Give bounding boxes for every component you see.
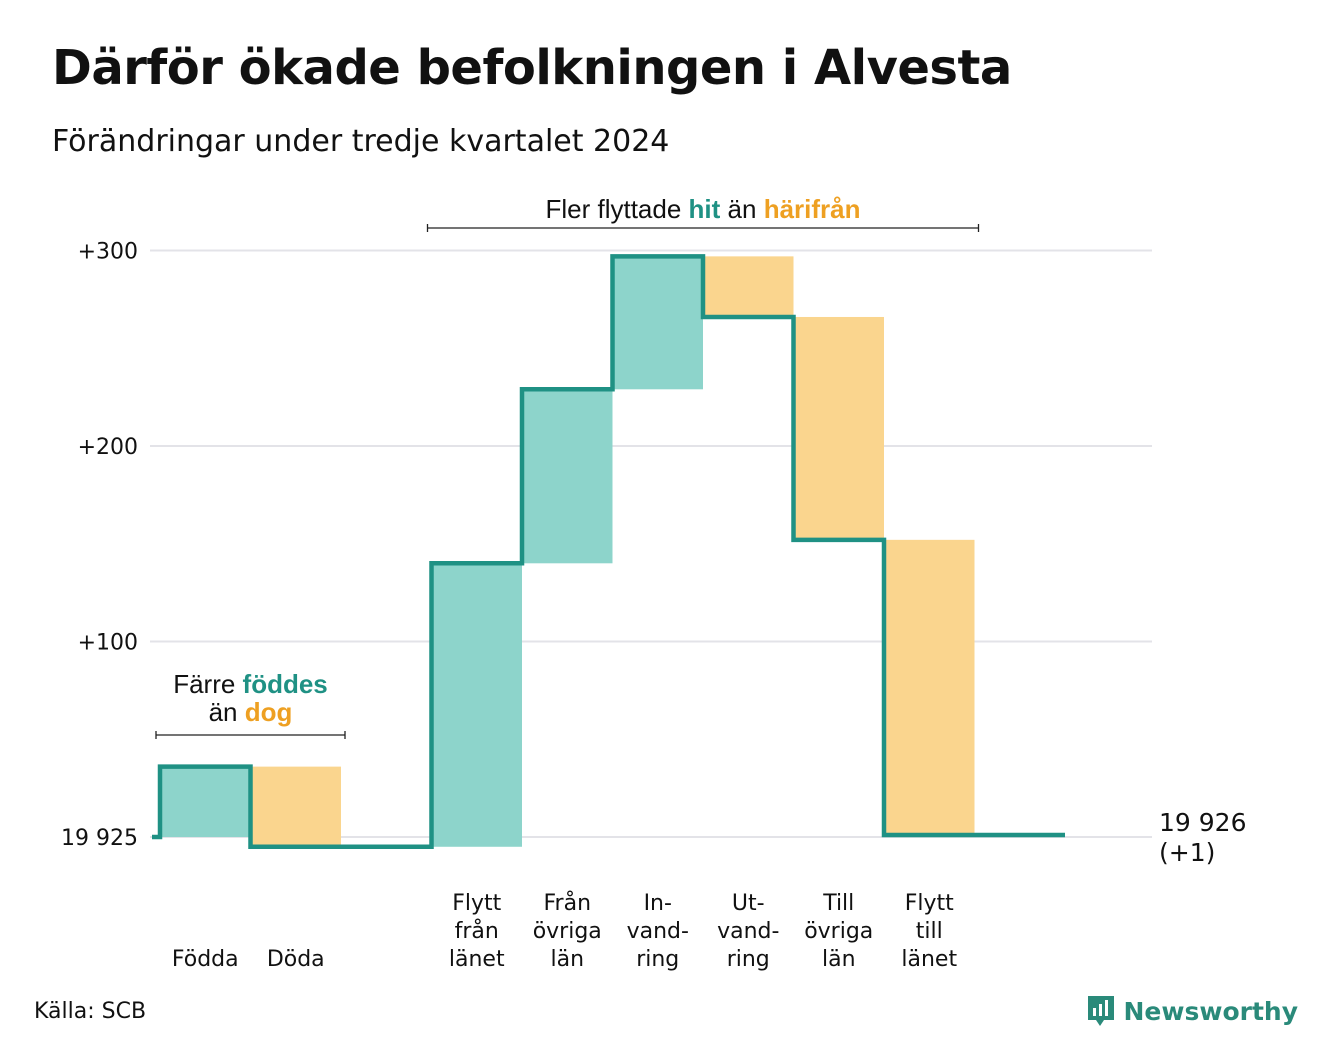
category-label-8-1: till xyxy=(916,919,943,944)
waterfall-chart: 19 925+100+200+300 Födda DödaFlyttfrånlän… xyxy=(61,194,1246,972)
category-label-4-1: övriga xyxy=(533,919,602,944)
bar-5 xyxy=(612,256,703,390)
category-label-3-1: från xyxy=(455,918,499,944)
annotation-0-line-1: än dog xyxy=(209,697,293,727)
brand-name: Newsworthy xyxy=(1123,996,1299,1026)
y-tick-label-3: +300 xyxy=(78,240,138,265)
category-label-6-1: vand- xyxy=(717,919,779,944)
chart-title: Därför ökade befolkningen i Alvesta xyxy=(52,40,1012,96)
category-label-5-1: vand- xyxy=(627,919,689,944)
bar-4 xyxy=(522,389,613,564)
bar-6 xyxy=(703,256,794,317)
annotation-1-line-0: Fler flyttade hit än härifrån xyxy=(545,194,860,224)
bar-1 xyxy=(250,766,341,847)
cumulative-step-line xyxy=(152,254,1065,850)
newsworthy-logo-icon xyxy=(1087,996,1114,1026)
category-label-4-0: Från xyxy=(543,890,591,916)
chart-subtitle: Förändringar under tredje kvartalet 2024 xyxy=(52,124,670,159)
end-label-line-1: (+1) xyxy=(1159,838,1215,867)
bar-7 xyxy=(793,316,884,540)
category-label-6-2: ring xyxy=(727,947,770,972)
category-label-8-0: Flytt xyxy=(905,891,954,916)
end-label-line-0: 19 926 xyxy=(1159,808,1246,837)
end-value-label: 19 926(+1) xyxy=(1159,808,1246,867)
category-label-4-2: län xyxy=(550,947,584,972)
bar-8 xyxy=(884,539,975,836)
category-label-1-0: Döda xyxy=(267,947,325,972)
y-tick-label-0: 19 925 xyxy=(61,826,138,851)
source-note: Källa: SCB xyxy=(34,999,147,1024)
bars xyxy=(160,256,975,847)
category-labels: Födda DödaFlyttfrånlänetFrånövrigalänIn-v… xyxy=(172,890,958,972)
category-label-5-0: In- xyxy=(644,891,672,916)
y-axis-ticks: 19 925 +100 +200 +300 xyxy=(61,240,138,852)
category-label-7-1: övriga xyxy=(804,919,873,944)
category-label-6-0: Ut- xyxy=(732,891,765,916)
y-tick-label-2: +200 xyxy=(78,435,138,460)
category-label-8-2: länet xyxy=(901,947,957,972)
annotation-0-line-0: Färre föddes xyxy=(173,669,328,699)
bar-0 xyxy=(160,766,251,837)
category-label-7-2: län xyxy=(822,947,856,972)
y-tick-label-1: +100 xyxy=(78,631,138,656)
category-label-0-0: Födda xyxy=(172,947,239,972)
category-label-5-2: ring xyxy=(636,947,679,972)
category-label-3-0: Flytt xyxy=(452,891,501,916)
bar-3 xyxy=(431,563,522,847)
brand-logo[interactable]: Newsworthy xyxy=(1086,994,1299,1028)
category-label-7-0: Till xyxy=(822,891,854,916)
category-label-3-2: länet xyxy=(449,947,505,972)
